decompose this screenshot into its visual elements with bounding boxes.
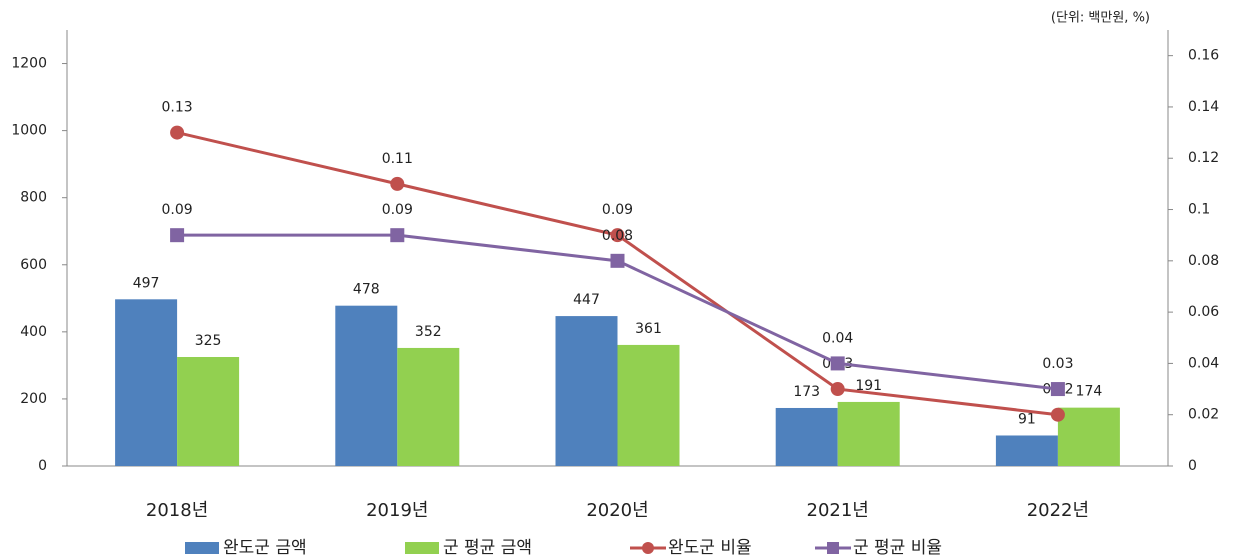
y2-tick-label: 0.14 xyxy=(1188,99,1219,115)
line-value-label: 0.03 xyxy=(1042,356,1073,372)
y2-tick-label: 0.12 xyxy=(1188,150,1219,166)
bar-value-label: 361 xyxy=(635,321,662,337)
unit-note: (단위: 백만원, %) xyxy=(1051,11,1150,26)
y2-tick-label: 0.08 xyxy=(1188,253,1219,269)
y2-tick-label: 0.04 xyxy=(1188,355,1219,371)
legend-swatch xyxy=(405,542,439,554)
legend-label: 군 평균 비율 xyxy=(853,538,942,558)
x-tick-label: 2022년 xyxy=(1027,500,1089,521)
y2-tick-label: 0 xyxy=(1188,458,1197,474)
bar xyxy=(775,407,838,466)
line-marker xyxy=(1050,382,1065,397)
line-value-label: 0.09 xyxy=(602,202,633,218)
line-marker xyxy=(390,176,405,191)
line-value-label: 0.09 xyxy=(382,202,413,218)
y2-tick-label: 0.02 xyxy=(1188,407,1219,423)
bar xyxy=(177,357,240,466)
y-tick-label: 200 xyxy=(20,391,47,407)
bar xyxy=(1057,407,1120,466)
bar xyxy=(617,344,680,466)
bar xyxy=(555,316,618,466)
line-marker xyxy=(170,125,185,140)
line-marker xyxy=(170,228,185,243)
y-tick-label: 1200 xyxy=(11,56,47,72)
y-tick-label: 1000 xyxy=(11,123,47,139)
bar xyxy=(115,299,178,466)
y-tick-label: 400 xyxy=(20,324,47,340)
bar-value-label: 91 xyxy=(1018,411,1036,427)
bar-value-label: 325 xyxy=(195,333,222,349)
x-tick-label: 2021년 xyxy=(807,500,869,521)
line-value-label: 0.11 xyxy=(382,151,413,167)
legend-swatch xyxy=(185,542,219,554)
legend-marker xyxy=(827,542,839,554)
bar-value-label: 174 xyxy=(1076,384,1103,400)
x-tick-label: 2020년 xyxy=(586,500,648,521)
y2-tick-label: 0.1 xyxy=(1188,202,1210,218)
y-tick-label: 600 xyxy=(20,257,47,273)
bar xyxy=(335,305,398,466)
y2-tick-label: 0.06 xyxy=(1188,304,1219,320)
legend-label: 군 평균 금액 xyxy=(443,538,532,558)
line-marker xyxy=(390,228,405,243)
legend-marker xyxy=(642,542,654,554)
x-tick-label: 2018년 xyxy=(146,500,208,521)
bar xyxy=(837,401,900,466)
legend-label: 완도군 금액 xyxy=(223,538,307,558)
line-value-label: 0.13 xyxy=(162,100,193,116)
line-marker xyxy=(830,382,845,397)
line-marker xyxy=(610,253,625,268)
bar-value-label: 191 xyxy=(855,378,882,394)
bar-value-label: 478 xyxy=(353,282,380,298)
bar-value-label: 497 xyxy=(133,275,160,291)
bar-value-label: 173 xyxy=(793,384,820,400)
bar xyxy=(995,435,1058,466)
line-value-label: 0.04 xyxy=(822,330,853,346)
y-tick-label: 800 xyxy=(20,190,47,206)
bar-value-label: 352 xyxy=(415,324,442,340)
line-value-label: 0.08 xyxy=(602,228,633,244)
bar xyxy=(397,347,460,466)
bar-value-label: 447 xyxy=(573,292,600,308)
line-marker xyxy=(610,228,625,243)
legend-label: 완도군 비율 xyxy=(668,538,752,558)
y2-tick-label: 0.16 xyxy=(1188,48,1219,64)
x-tick-label: 2019년 xyxy=(366,500,428,521)
line-value-label: 0.09 xyxy=(162,202,193,218)
line-marker xyxy=(1050,407,1065,422)
y-tick-label: 0 xyxy=(38,458,47,474)
line-marker xyxy=(830,356,845,371)
